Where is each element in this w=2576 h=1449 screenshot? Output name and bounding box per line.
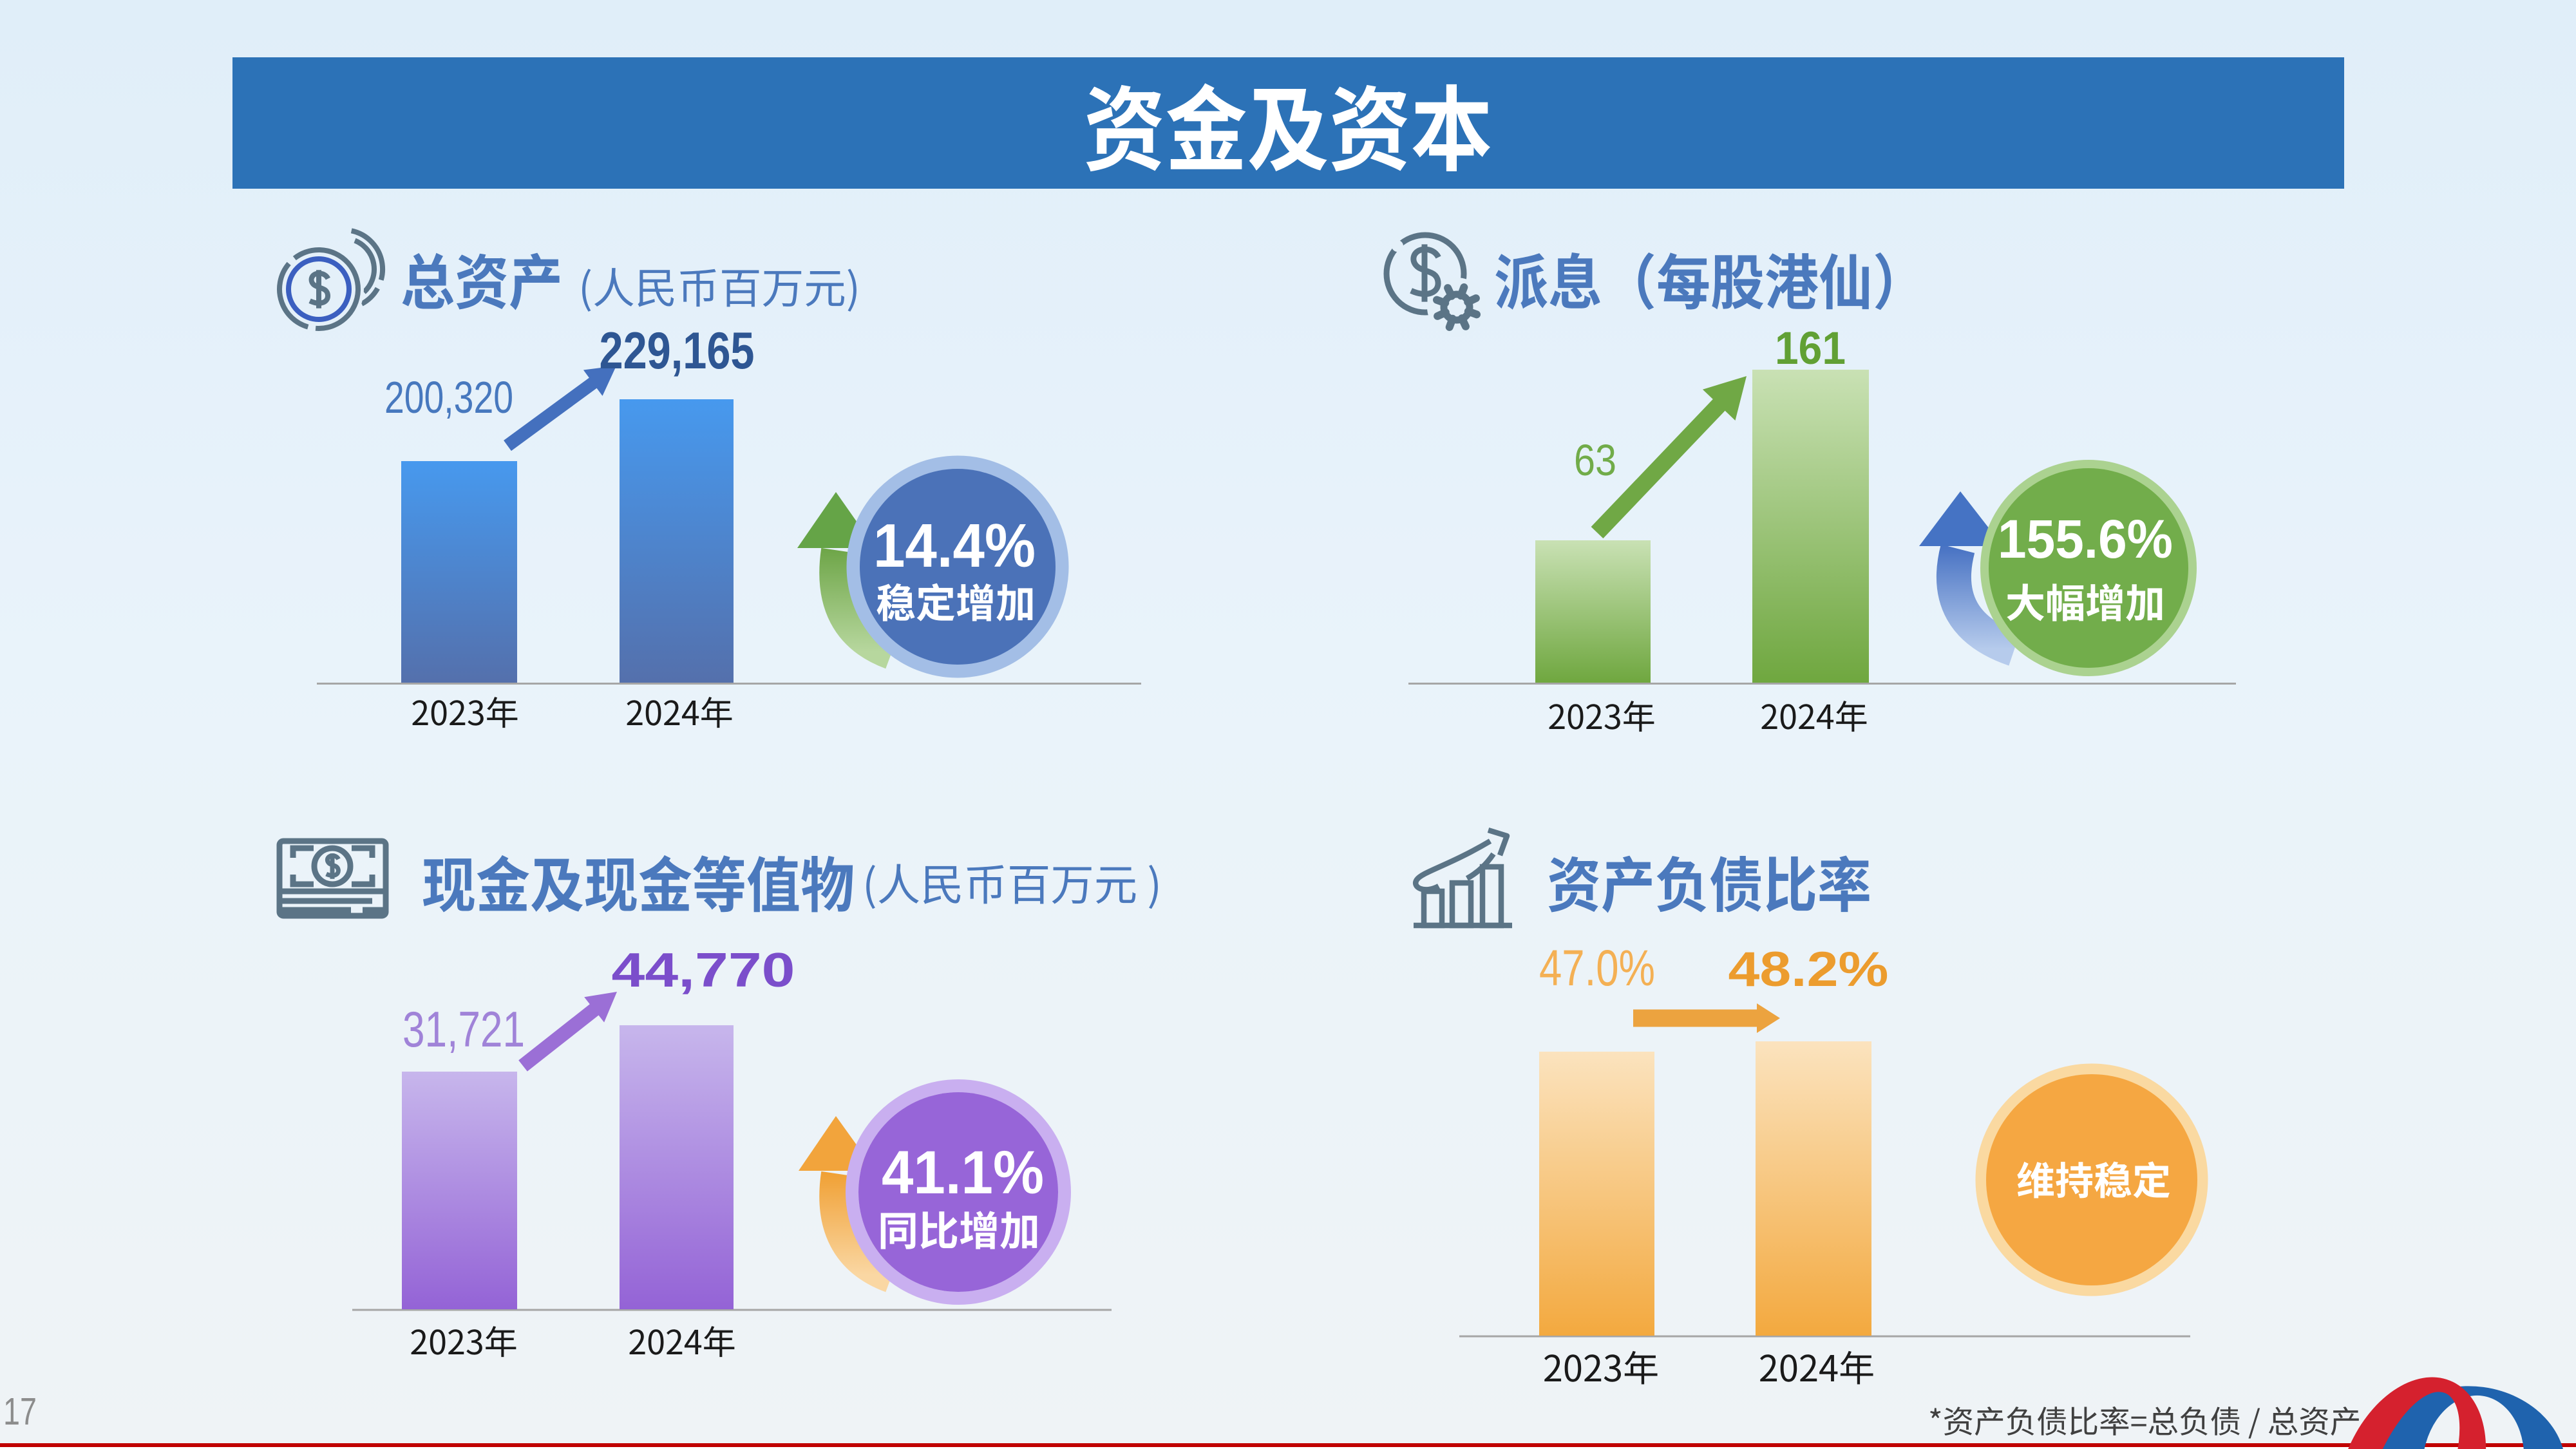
svg-text:47.0%: 47.0% — [1539, 939, 1655, 996]
svg-text:155.6%: 155.6% — [1998, 509, 2173, 569]
svg-text:14.4%: 14.4% — [873, 511, 1036, 580]
svg-text:41.1%: 41.1% — [882, 1139, 1044, 1207]
svg-text:48.2%: 48.2% — [1728, 942, 1889, 997]
svg-text:229,165: 229,165 — [600, 322, 755, 380]
svg-text:63: 63 — [1574, 435, 1616, 485]
svg-text:161: 161 — [1775, 323, 1846, 374]
svg-text:44,770: 44,770 — [612, 943, 795, 997]
svg-text:17: 17 — [3, 1390, 37, 1433]
svg-text:200,320: 200,320 — [384, 372, 513, 422]
svg-text:31,721: 31,721 — [402, 1001, 525, 1057]
